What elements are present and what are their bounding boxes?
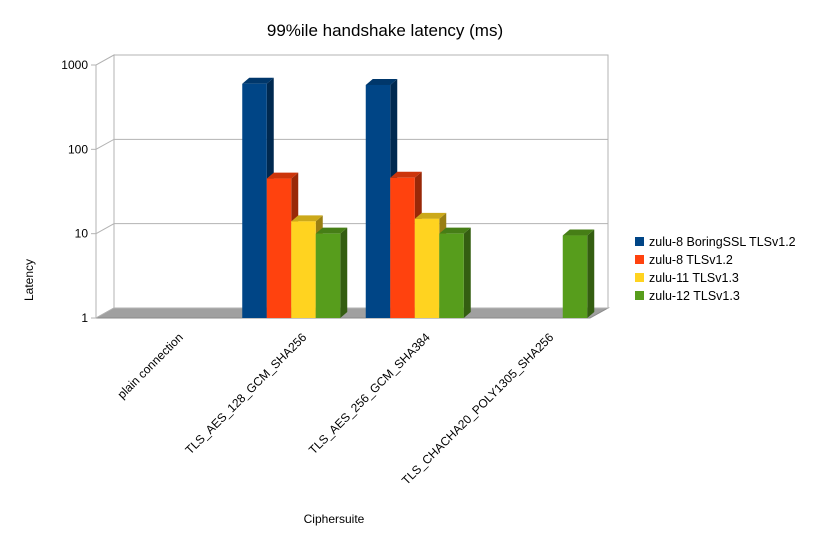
bar-top <box>414 212 447 219</box>
bar-front <box>315 233 341 318</box>
bars <box>242 77 595 319</box>
bar-top <box>266 172 299 179</box>
plot-area <box>94 54 610 319</box>
gridline <box>95 54 608 66</box>
legend-swatch <box>635 237 644 246</box>
bar-front <box>242 83 267 318</box>
y-tick-label: 1 <box>81 311 88 325</box>
bar <box>315 227 348 318</box>
bar <box>562 229 595 318</box>
legend-item: zulu-12 TLSv1.3 <box>635 289 740 303</box>
x-tick-label: TLS_AES_128_GCM_SHA256 <box>182 330 309 457</box>
bar-side <box>587 229 595 318</box>
floor <box>94 307 610 319</box>
legend-swatch <box>635 291 644 300</box>
y-tick-label: 100 <box>68 142 88 156</box>
bar-top <box>562 229 595 236</box>
bar <box>439 227 471 318</box>
bar-top <box>439 227 471 234</box>
legend-label: zulu-8 BoringSSL TLSv1.2 <box>649 235 796 249</box>
legend-item: zulu-11 TLSv1.3 <box>635 271 739 285</box>
legend: zulu-8 BoringSSL TLSv1.2 zulu-8 TLSv1.2 zu… <box>635 235 796 303</box>
x-axis-title: Ciphersuite <box>304 512 365 526</box>
legend-swatch <box>635 255 644 264</box>
bar-top <box>242 77 274 84</box>
legend-label: zulu-11 TLSv1.3 <box>649 271 739 285</box>
bar-front <box>390 177 415 318</box>
x-tick-label: TLS_AES_256_GCM_SHA384 <box>306 330 433 457</box>
legend-label: zulu-8 TLSv1.2 <box>649 253 733 267</box>
bar-top <box>291 215 323 222</box>
bar-front <box>266 178 292 318</box>
legend-label: zulu-12 TLSv1.3 <box>649 289 740 303</box>
bar-front <box>291 221 316 318</box>
y-tick-label: 10 <box>75 227 89 241</box>
bar-side <box>340 227 348 318</box>
y-tick-label: 1000 <box>61 58 88 72</box>
bar-front <box>365 84 391 319</box>
bar-front <box>562 235 588 318</box>
y-axis-ticks: 1 10 100 1000 <box>61 58 97 325</box>
bar-front <box>414 218 440 318</box>
y-axis-title: Latency <box>22 259 36 301</box>
chart-title: 99%ile handshake latency (ms) <box>267 21 503 40</box>
legend-item: zulu-8 TLSv1.2 <box>635 253 733 267</box>
legend-swatch <box>635 273 644 282</box>
bar-top <box>315 227 348 234</box>
back-wall <box>96 55 608 318</box>
bar-side <box>463 227 471 318</box>
x-axis-ticks: plain connectionTLS_AES_128_GCM_SHA256TL… <box>115 330 557 488</box>
bar-top <box>390 171 422 178</box>
x-tick-label: plain connection <box>115 330 186 401</box>
bar-front <box>439 233 464 318</box>
legend-item: zulu-8 BoringSSL TLSv1.2 <box>635 235 796 249</box>
gridline <box>95 138 608 150</box>
bar-top <box>365 78 398 85</box>
x-tick-label: TLS_CHACHA20_POLY1305_SHA256 <box>399 330 557 488</box>
